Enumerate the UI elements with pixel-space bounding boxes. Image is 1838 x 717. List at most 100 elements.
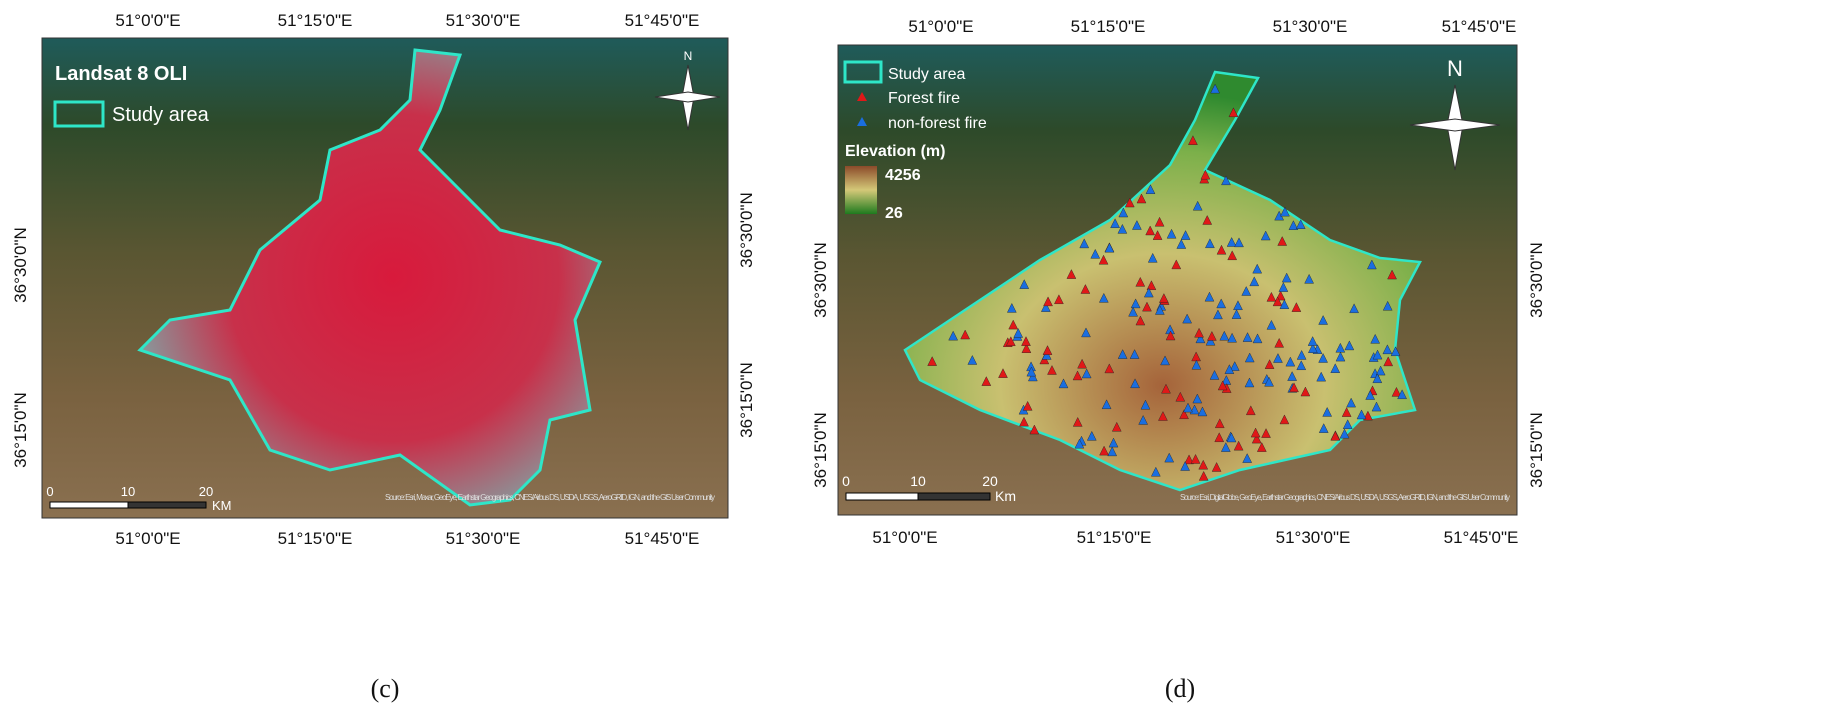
fire-point: [1224, 364, 1235, 374]
scale-tick: 20: [982, 473, 998, 489]
longitude-label: 51°0'0"E: [115, 529, 180, 548]
elevation-title: Elevation (m): [845, 143, 945, 160]
fire-point: [1273, 353, 1283, 363]
fire-point: [1200, 169, 1211, 180]
fire-point: [1108, 437, 1119, 448]
fire-point: [1296, 360, 1307, 370]
fire-point: [1101, 399, 1112, 410]
fire-point: [1041, 302, 1051, 312]
fire-point: [1099, 445, 1109, 456]
fire-point: [1198, 459, 1209, 470]
fire-point: [960, 329, 970, 340]
fire-point: [1281, 272, 1292, 283]
fire-point: [1171, 259, 1182, 270]
fire-point: [1272, 296, 1283, 307]
fire-point: [1028, 371, 1038, 382]
fire-point: [1279, 414, 1290, 425]
fire-point: [1365, 390, 1376, 400]
scale-bar: [127, 501, 207, 509]
elevation-ramp: [845, 166, 877, 214]
fire-point: [1164, 452, 1175, 463]
fire-point: [1300, 386, 1311, 397]
fire-point: [1316, 371, 1327, 382]
fire-point: [1104, 363, 1115, 374]
fire-point: [1285, 356, 1296, 367]
fire-point: [1229, 361, 1240, 371]
fire-point: [1375, 365, 1386, 376]
fire-point: [1107, 446, 1118, 457]
fire-point: [1135, 276, 1146, 287]
fire-point: [1264, 376, 1274, 387]
fire-point: [1098, 254, 1109, 265]
longitude-label: 51°15'0"E: [278, 11, 353, 30]
fire-point: [998, 368, 1008, 378]
longitude-label: 51°0'0"E: [115, 11, 180, 30]
fire-point: [1371, 401, 1382, 412]
fire-point: [1042, 345, 1053, 355]
longitude-label: 51°45'0"E: [1442, 17, 1517, 36]
scale-tick: 0: [842, 473, 850, 489]
longitude-label: 51°15'0"E: [278, 529, 353, 548]
scale-tick: 10: [121, 484, 135, 499]
fire-point: [1214, 432, 1225, 443]
panel-d: Study area Forest fire non-forest fire E…: [811, 17, 1546, 703]
fire-point: [1288, 220, 1299, 230]
fire-point: [1197, 406, 1208, 417]
fire-point: [1287, 371, 1297, 381]
legend-swatch: [843, 60, 883, 84]
longitude-label: 51°30'0"E: [1273, 17, 1348, 36]
fire-point: [1110, 218, 1120, 228]
scale-bar: [845, 492, 919, 501]
scale-unit: KM: [212, 498, 232, 513]
fire-point: [1226, 432, 1237, 443]
fire-point: [1086, 430, 1097, 441]
fire-point: [981, 376, 992, 386]
legend-swatch: [53, 100, 105, 128]
fire-point: [1216, 244, 1227, 255]
fire-point: [1022, 400, 1033, 411]
fire-point: [1192, 200, 1203, 211]
fire-point: [1304, 273, 1314, 284]
north-arrow: [654, 64, 721, 131]
fire-point: [1342, 419, 1353, 429]
fire-point: [1213, 309, 1223, 320]
fire-point: [1391, 386, 1402, 397]
fire-point: [1382, 300, 1393, 311]
fire-point: [1161, 383, 1171, 394]
latitude-label: 36°30'0"N: [737, 192, 756, 268]
fire-point: [1188, 135, 1198, 145]
fire-point: [1227, 250, 1238, 261]
legend-label: Forest fire: [888, 90, 960, 107]
scale-tick: 20: [199, 484, 213, 499]
fire-point: [1160, 355, 1170, 366]
fire-point: [1330, 363, 1341, 373]
fire-point: [1136, 193, 1147, 204]
fire-point: [1155, 305, 1165, 315]
fire-point: [1266, 291, 1277, 302]
fire-point: [1013, 328, 1024, 338]
fire-point: [1383, 356, 1394, 367]
fire-point: [1165, 330, 1176, 341]
scale-tick: 10: [910, 473, 926, 489]
fire-point: [1029, 424, 1040, 435]
fire-point: [1279, 299, 1290, 309]
fire-point: [1244, 352, 1255, 363]
fire-point: [1118, 207, 1129, 218]
fire-point: [1349, 303, 1359, 314]
fire-point: [1129, 349, 1140, 359]
fire-point: [1128, 306, 1138, 317]
latitude-label: 36°15'0"N: [737, 362, 756, 438]
fire-point: [1124, 197, 1135, 208]
fire-point: [1242, 453, 1253, 463]
fire-point: [1241, 286, 1252, 296]
fire-point: [1233, 440, 1244, 451]
longitude-label: 51°45'0"E: [625, 11, 700, 30]
fire-point: [1233, 300, 1243, 310]
fire-point: [1019, 416, 1029, 427]
fire-point: [1330, 430, 1341, 441]
legend-label: Study area: [888, 66, 965, 83]
fire-point: [1211, 462, 1222, 472]
fire-point: [1367, 259, 1377, 270]
fire-point: [967, 355, 978, 365]
fire-point: [1147, 252, 1158, 263]
